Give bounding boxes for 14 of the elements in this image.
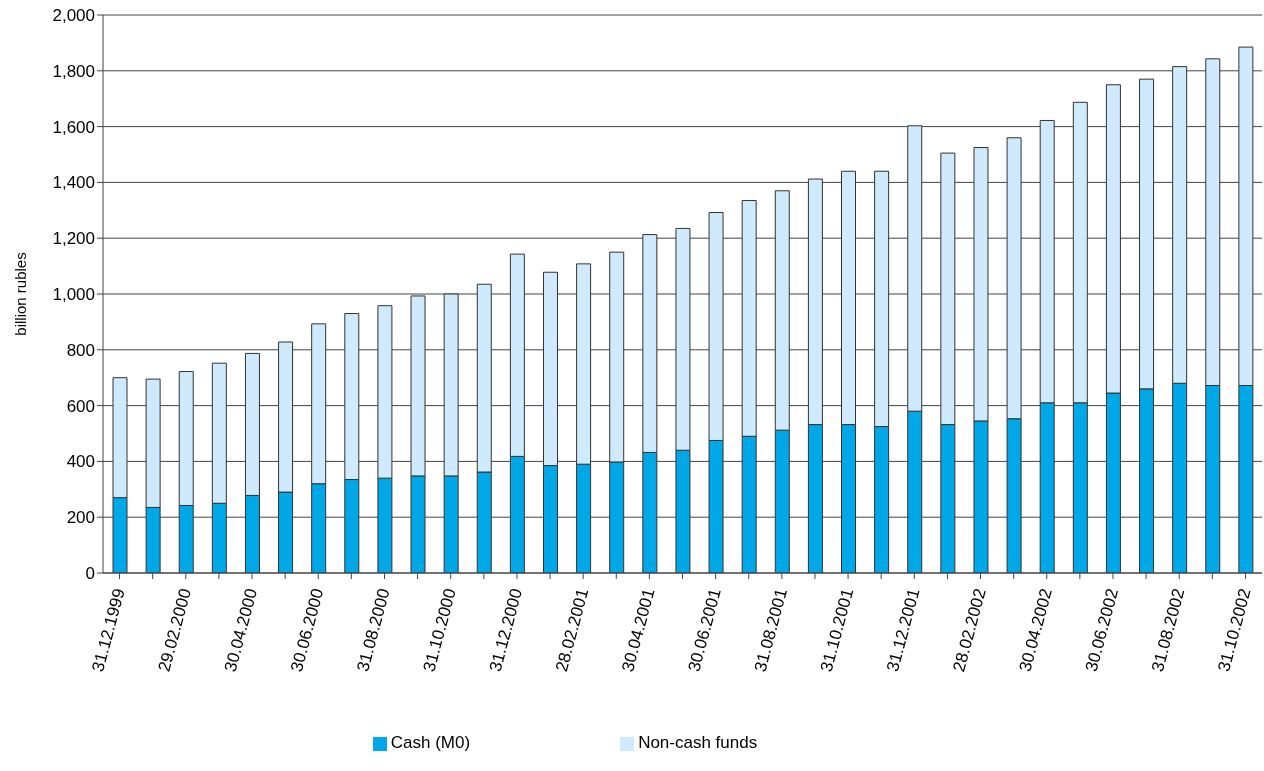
y-tick-label: 0 [85, 564, 95, 584]
y-tick-label: 1,000 [52, 285, 95, 305]
y-axis-title: billion rubles [12, 252, 30, 336]
y-tick-label: 400 [66, 452, 95, 472]
y-tick-label: 1,400 [52, 173, 95, 193]
y-tick-label: 1,600 [52, 117, 95, 137]
legend-label: Cash (M0) [390, 733, 471, 752]
y-tick-label: 600 [66, 396, 95, 416]
y-tick-label: 1,200 [52, 229, 95, 249]
y-tick-label: 200 [66, 508, 95, 528]
legend-label: Non-cash funds [638, 733, 758, 752]
y-tick-label: 1,800 [52, 61, 95, 81]
y-tick-label: 2,000 [52, 6, 95, 26]
y-tick-label: 800 [66, 340, 95, 360]
